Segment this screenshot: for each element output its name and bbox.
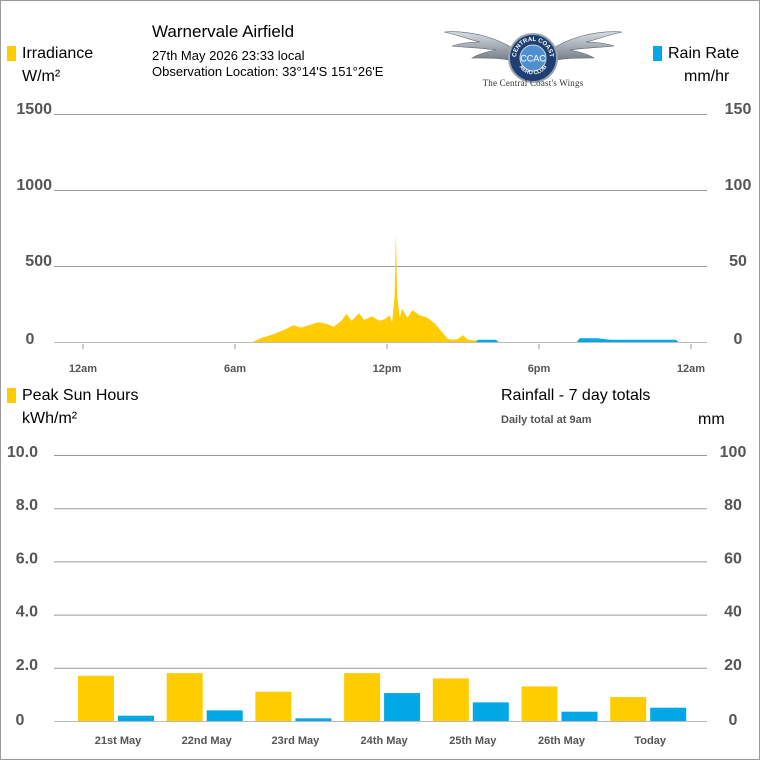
top-x-tick-label: 12am xyxy=(677,363,705,375)
rainfall-bar xyxy=(561,711,598,721)
peak-sun-label: Peak Sun Hours xyxy=(22,387,139,404)
aero-club-logo: CENTRAL COAST AERO CLUB CCAC xyxy=(443,31,623,83)
peak-sun-bar xyxy=(521,686,558,721)
bottom-left-tick-label: 0 xyxy=(16,712,25,729)
rain-rate-unit: mm/hr xyxy=(684,68,730,85)
top-right-tick-label: 150 xyxy=(725,101,752,118)
bottom-left-tick-label: 2.0 xyxy=(16,657,38,674)
rainfall-bar xyxy=(206,710,243,721)
peak-sun-bar xyxy=(610,697,647,721)
bottom-right-tick-label: 20 xyxy=(724,657,742,674)
bottom-right-tick-label: 40 xyxy=(724,604,742,621)
peak-sun-bar xyxy=(432,678,469,721)
observation-location: Observation Location: 33°14'S 151°26'E xyxy=(152,64,384,79)
rain-rate-legend-swatch xyxy=(653,46,662,61)
peak-sun-bar xyxy=(78,675,114,721)
top-left-tick-label: 1000 xyxy=(16,177,52,194)
peak-sun-unit: kWh/m² xyxy=(22,410,78,427)
bottom-right-tick-label: 0 xyxy=(729,712,738,729)
page-title: Warnervale Airfield xyxy=(152,22,295,41)
top-x-tick-label: 6am xyxy=(224,363,246,375)
peak-sun-bar xyxy=(344,673,381,721)
rainfall-bar xyxy=(295,718,332,721)
bottom-x-tick-label: 21st May xyxy=(95,735,142,747)
top-x-tick-label: 12am xyxy=(69,363,97,375)
rain-rate-label: Rain Rate xyxy=(668,45,740,62)
irradiance-label: Irradiance xyxy=(22,45,94,62)
bottom-right-tick-label: 100 xyxy=(720,444,747,461)
irradiance-area xyxy=(252,232,501,342)
rainfall-label: Rainfall - 7 day totals xyxy=(501,387,651,404)
bottom-x-tick-label: 25th May xyxy=(449,735,497,747)
irradiance-unit: W/m² xyxy=(22,68,61,85)
rain-rate-area xyxy=(475,338,679,342)
bottom-right-tick-label: 60 xyxy=(724,550,742,567)
top-x-tick-label: 6pm xyxy=(528,363,551,375)
bottom-right-tick-label: 80 xyxy=(724,497,742,514)
observation-datetime: 27th May 2026 23:33 local xyxy=(152,48,305,63)
top-left-tick-label: 1500 xyxy=(16,101,52,118)
rainfall-bar xyxy=(118,715,154,721)
bottom-left-tick-label: 10.0 xyxy=(7,444,38,461)
logo-monogram: CCAC xyxy=(520,54,546,64)
bottom-left-tick-label: 6.0 xyxy=(16,550,38,567)
top-right-tick-label: 50 xyxy=(729,253,747,270)
peak-sun-bar xyxy=(166,673,203,721)
logo-caption: The Central Coast's Wings xyxy=(482,78,584,88)
bottom-left-tick-label: 4.0 xyxy=(16,604,38,621)
rainfall-bar xyxy=(472,702,509,721)
rainfall-bar xyxy=(650,707,687,721)
rainfall-unit: mm xyxy=(698,411,725,428)
top-x-tick-label: 12pm xyxy=(373,363,402,375)
irradiance-legend-swatch xyxy=(7,46,16,61)
bottom-x-tick-label: 26th May xyxy=(538,735,586,747)
top-left-tick-label: 500 xyxy=(25,253,52,270)
rainfall-note: Daily total at 9am xyxy=(501,414,592,426)
top-left-tick-label: 0 xyxy=(26,331,35,348)
rainfall-bar xyxy=(384,693,421,721)
top-right-tick-label: 0 xyxy=(734,331,743,348)
bottom-x-tick-label: Today xyxy=(634,735,666,747)
bottom-x-tick-label: 24th May xyxy=(361,735,409,747)
bottom-left-tick-label: 8.0 xyxy=(16,497,38,514)
peak-sun-bar xyxy=(255,691,292,721)
bottom-x-tick-label: 23rd May xyxy=(272,735,321,747)
top-right-tick-label: 100 xyxy=(725,177,752,194)
peak-sun-legend-swatch xyxy=(7,388,16,403)
bottom-x-tick-label: 22nd May xyxy=(182,735,233,747)
